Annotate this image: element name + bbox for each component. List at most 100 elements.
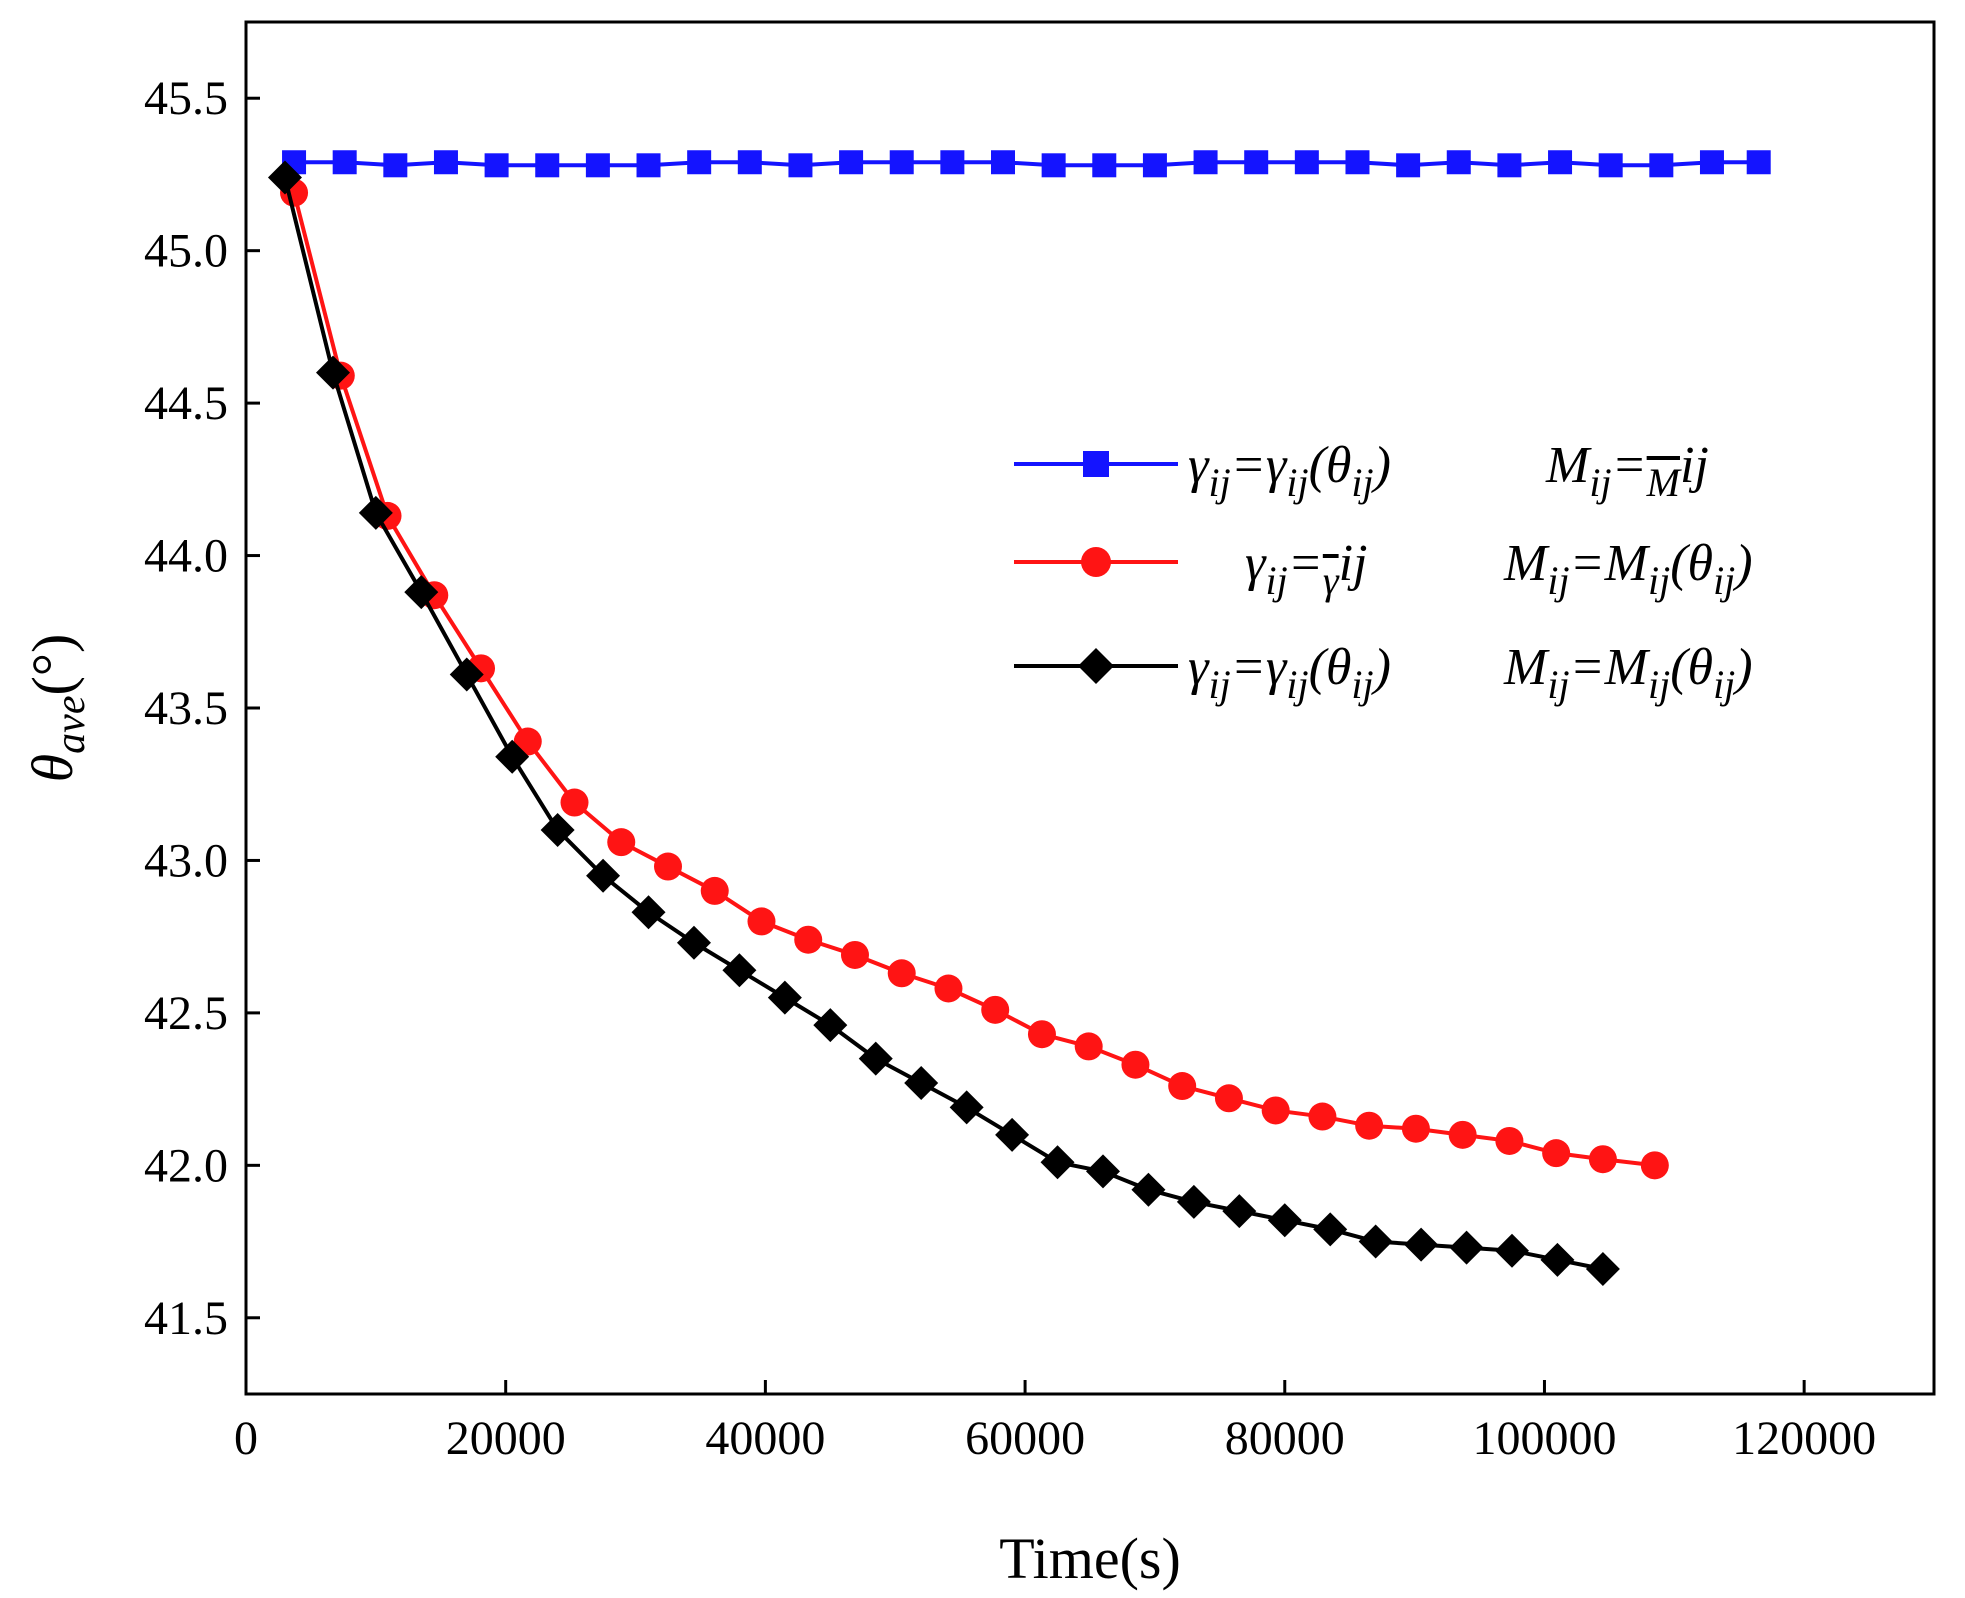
data-point (1358, 1224, 1393, 1259)
data-point (991, 150, 1016, 175)
data-point (1588, 1145, 1617, 1174)
data-point (1041, 153, 1066, 178)
data-point (1401, 1114, 1430, 1143)
data-point (934, 974, 963, 1003)
series-3 (267, 160, 1620, 1286)
data-point (535, 153, 560, 178)
data-point (1640, 1151, 1669, 1180)
data-point (1598, 153, 1623, 178)
legend-symbol: M (1503, 535, 1550, 592)
series-layer (267, 150, 1771, 1286)
legend-symbol: (θ (1670, 535, 1713, 592)
data-point (1214, 1084, 1243, 1113)
x-tick-label: 60000 (965, 1412, 1085, 1465)
data-point (889, 150, 914, 175)
series-1 (282, 150, 1771, 178)
data-point (433, 150, 458, 175)
data-point (1261, 1096, 1290, 1125)
legend-symbol: (θ (1309, 639, 1352, 696)
data-point (1294, 150, 1319, 175)
legend-subscript: ij (1209, 460, 1231, 505)
legend-subscript: ij (1589, 460, 1611, 505)
data-point (722, 953, 757, 988)
data-point (404, 575, 439, 610)
legend-symbol: ) (1371, 437, 1391, 494)
legend-symbol: ij (1339, 535, 1368, 592)
legend-m-label: Mij=Mij (1545, 437, 1709, 505)
y-axis-subscript: ave (48, 696, 94, 754)
data-point (887, 959, 916, 988)
data-point (449, 657, 484, 692)
data-point (1699, 150, 1724, 175)
data-point (636, 153, 661, 178)
legend-gamma-label: γij=γij (1245, 535, 1368, 603)
data-point (1267, 1203, 1302, 1238)
legend-symbol: ) (1732, 639, 1752, 696)
legend-subscript: ij (1351, 662, 1373, 707)
data-point (1495, 1233, 1529, 1268)
data-point (484, 153, 509, 178)
legend-subscript: ij (1266, 558, 1288, 603)
legend-m-label: Mij=Mij(θij) (1503, 639, 1753, 707)
data-point (358, 495, 393, 530)
data-point (687, 150, 712, 175)
legend-subscript: ij (1286, 460, 1308, 505)
y-tick-label: 44.5 (144, 377, 228, 430)
data-point (315, 355, 350, 390)
y-tick-label: 45.5 (144, 72, 228, 125)
y-tick-label: 45.0 (144, 225, 228, 278)
data-point (586, 858, 621, 893)
data-point (949, 1090, 984, 1125)
data-point (1168, 1072, 1197, 1101)
legend-entry-1: γij=γij(θij) Mij=Mij (1014, 437, 1709, 505)
legend-marker (1078, 648, 1114, 684)
legend-subscript: ij (1547, 662, 1569, 707)
data-point (747, 907, 776, 936)
data-point (631, 895, 666, 930)
legend-gamma-label: γij=γij(θij) (1188, 437, 1391, 505)
legend-symbol: M (1503, 639, 1550, 696)
legend-subscript: ij (1713, 662, 1735, 707)
data-point (1027, 1020, 1056, 1049)
data-point (1548, 150, 1573, 175)
y-tick-label: 44.0 (144, 530, 228, 583)
data-point (1542, 1139, 1571, 1168)
legend-marker (1081, 547, 1111, 577)
legend-symbol: (θ (1309, 437, 1352, 494)
data-point (767, 980, 802, 1015)
data-point (839, 150, 864, 175)
data-point (1497, 153, 1522, 178)
data-point (585, 153, 610, 178)
data-point (1222, 1194, 1257, 1229)
legend-symbol: = (1612, 437, 1647, 494)
data-point (1313, 1212, 1348, 1247)
legend-subscript: ij (1648, 558, 1670, 603)
y-axis-unit: (°) (20, 634, 85, 696)
legend-gamma-label: γij=γij(θij) (1188, 639, 1391, 707)
data-point (607, 828, 636, 857)
legend-symbol: ) (1732, 535, 1752, 592)
data-point (794, 925, 823, 954)
data-point (1345, 150, 1370, 175)
data-point (383, 153, 408, 178)
y-tick-label: 42.5 (144, 987, 228, 1040)
x-axis-title: Time(s) (999, 1526, 1181, 1591)
legend-subscript: ij (1351, 460, 1373, 505)
data-point (788, 153, 813, 178)
axis-ticks: 0 20000 40000 60000 80000 100000 120000 41.5 42.… (144, 72, 1876, 1465)
legend-subscript: γ (1323, 558, 1340, 603)
legend-symbol: ) (1371, 639, 1391, 696)
data-point (1176, 1184, 1211, 1219)
legend-m-label: Mij=Mij(θij) (1503, 535, 1753, 603)
legend-symbol: = (1288, 535, 1323, 592)
data-point (1085, 1154, 1120, 1189)
data-point (1040, 1145, 1075, 1180)
data-point (1449, 1230, 1484, 1265)
data-point (676, 925, 711, 960)
legend-symbol: =γ (1231, 437, 1288, 494)
legend-subscript: M (1646, 460, 1683, 505)
legend-subscript: ij (1286, 662, 1308, 707)
data-point (700, 876, 729, 905)
data-point (995, 1117, 1030, 1152)
